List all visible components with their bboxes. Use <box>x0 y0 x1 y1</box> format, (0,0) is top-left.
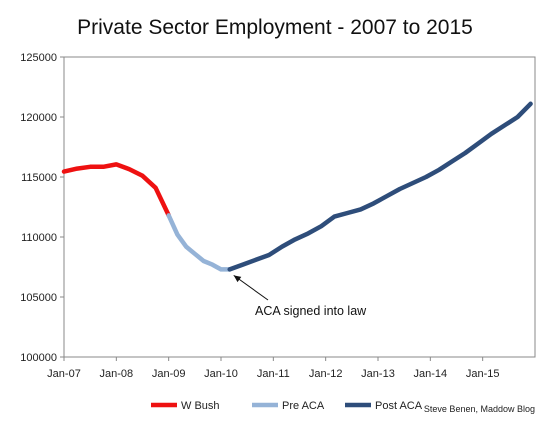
y-tick-label: 100000 <box>20 352 57 364</box>
series-line-pre-aca <box>166 213 232 272</box>
x-axis: Jan-07 Jan-08 Jan-09 Jan-10 Jan-11 Jan-12 Jan-… <box>47 357 499 380</box>
series-layer <box>61 101 533 272</box>
annotation-label: ACA signed into law <box>255 304 367 318</box>
x-tick-label: Jan-09 <box>152 368 186 380</box>
annotation-arrowhead <box>233 275 242 283</box>
series-line-post-aca <box>227 101 533 272</box>
y-tick-label: 125000 <box>20 52 57 64</box>
y-tick-label: 115000 <box>21 172 57 184</box>
legend: W Bush Pre ACA Post ACA <box>151 400 423 412</box>
chart-title: Private Sector Employment - 2007 to 2015 <box>77 16 473 39</box>
annotation: ACA signed into law <box>233 274 367 318</box>
legend-label: W Bush <box>181 400 220 412</box>
y-tick-label: 110000 <box>21 232 57 244</box>
x-tick-label: Jan-07 <box>47 368 81 380</box>
series-line-w-bush <box>61 162 171 218</box>
x-tick-label: Jan-11 <box>257 368 290 380</box>
x-tick-label: Jan-08 <box>100 368 134 380</box>
x-tick-label: Jan-13 <box>361 368 395 380</box>
x-tick-label: Jan-15 <box>466 368 500 380</box>
y-tick-label: 105000 <box>20 292 57 304</box>
x-tick-label: Jan-10 <box>204 368 238 380</box>
credit-text: Steve Benen, Maddow Blog <box>424 404 535 414</box>
legend-label: Post ACA <box>375 400 423 412</box>
y-axis: 100000 105000 110000 115000 120000 125000 <box>20 52 64 364</box>
x-tick-label: Jan-12 <box>309 368 343 380</box>
annotation-arrow <box>233 274 269 301</box>
x-tick-label: Jan-14 <box>414 368 448 380</box>
plot-area <box>63 56 536 358</box>
legend-label: Pre ACA <box>282 400 325 412</box>
y-tick-label: 120000 <box>20 112 57 124</box>
